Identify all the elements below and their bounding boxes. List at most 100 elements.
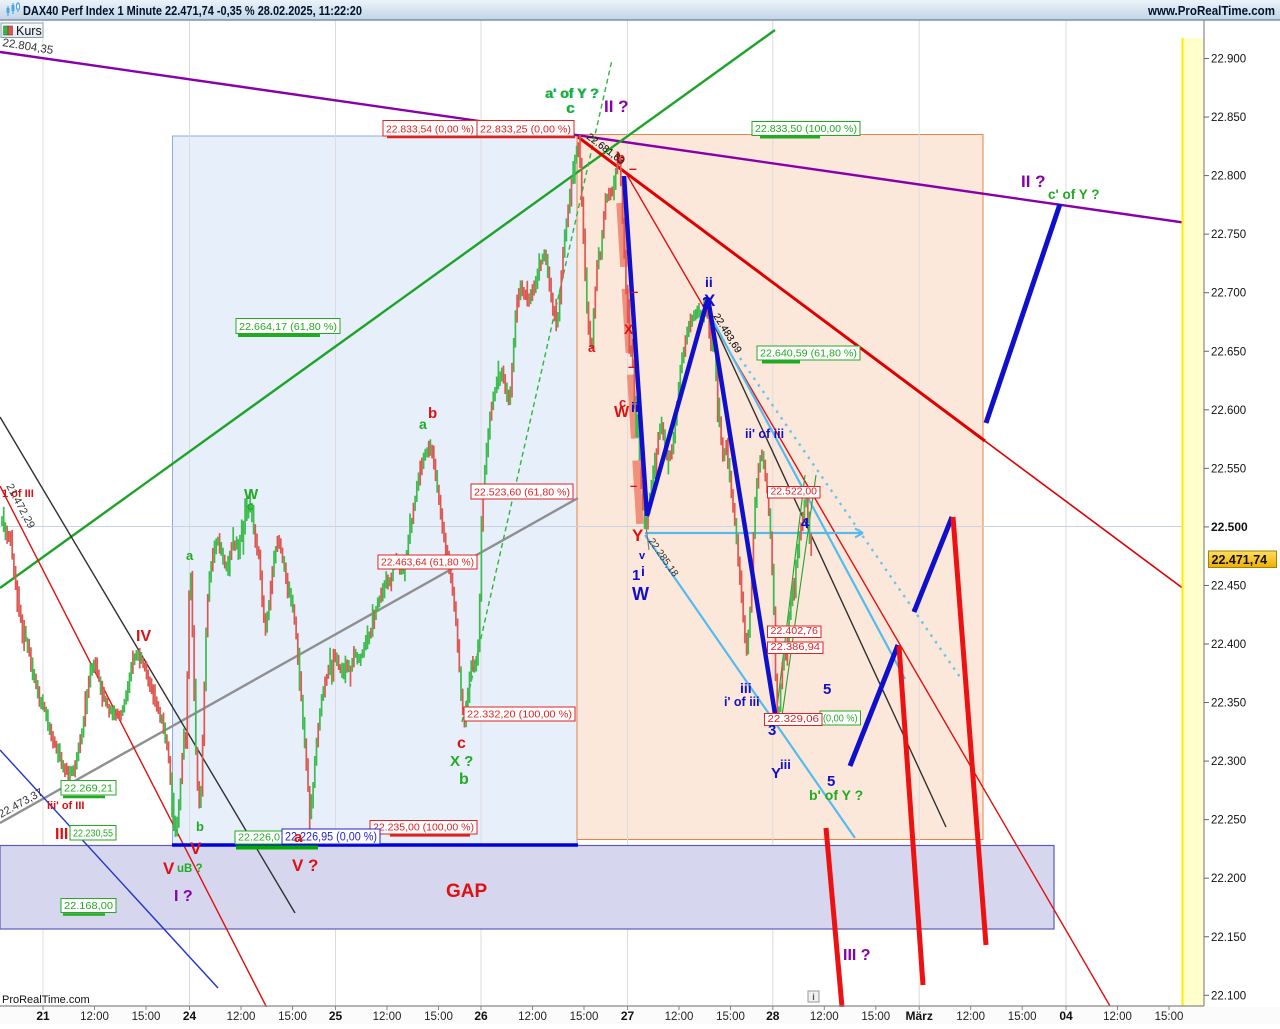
svg-text:22.200: 22.200 [1211, 873, 1246, 885]
svg-text:22.235,00 (100,00 %): 22.235,00 (100,00 %) [373, 822, 474, 834]
svg-text:W: W [632, 584, 649, 604]
svg-text:–: – [628, 359, 635, 374]
svg-text:12:00: 12:00 [518, 1011, 547, 1023]
svg-text:22.168,00: 22.168,00 [64, 900, 113, 912]
svg-text:15:00: 15:00 [278, 1011, 307, 1023]
svg-text:I ?: I ? [174, 888, 193, 905]
svg-text:1 of III: 1 of III [2, 488, 34, 500]
svg-text:a: a [588, 340, 596, 355]
svg-text:b' of Y ?: b' of Y ? [809, 787, 863, 803]
svg-text:22.523,60 (61,80 %): 22.523,60 (61,80 %) [474, 487, 570, 499]
svg-text:X: X [704, 291, 716, 310]
svg-text:22.463,64 (61,80 %): 22.463,64 (61,80 %) [381, 557, 474, 569]
svg-text:III: III [55, 826, 68, 843]
svg-text:V ?: V ? [292, 856, 318, 875]
svg-text:c' of Y ?: c' of Y ? [1048, 187, 1099, 202]
svg-text:4: 4 [801, 515, 810, 532]
svg-text:22.800: 22.800 [1211, 171, 1246, 183]
svg-text:b: b [428, 405, 437, 422]
svg-text:26: 26 [474, 1009, 488, 1023]
svg-text:Y: Y [771, 765, 781, 782]
svg-text:II ?: II ? [604, 97, 629, 116]
svg-text:22.650: 22.650 [1211, 346, 1246, 358]
svg-text:i: i [641, 563, 645, 579]
svg-text:–: – [629, 160, 637, 176]
svg-text:i' of iii: i' of iii [724, 695, 760, 709]
svg-text:22.150: 22.150 [1211, 932, 1246, 944]
svg-text:b: b [616, 150, 625, 167]
svg-text:2: 2 [702, 294, 710, 311]
svg-text:28: 28 [766, 1009, 780, 1023]
svg-text:b: b [196, 819, 204, 834]
svg-text:15:00: 15:00 [1155, 1011, 1184, 1023]
svg-text:22.402,76: 22.402,76 [771, 625, 819, 637]
svg-text:DAX40 Perf Index 1 Minute 22.4: DAX40 Perf Index 1 Minute 22.471,74 -0,3… [23, 3, 362, 18]
svg-text:22.269,21: 22.269,21 [64, 783, 113, 795]
svg-text:22.250: 22.250 [1211, 815, 1246, 827]
svg-text:a: a [294, 829, 303, 846]
svg-text:22.471,74: 22.471,74 [1212, 553, 1268, 567]
svg-text:21: 21 [36, 1009, 50, 1023]
svg-text:iii: iii [740, 680, 752, 696]
svg-text:W: W [614, 404, 630, 421]
svg-text:22.850: 22.850 [1211, 112, 1246, 124]
svg-text:22.833,54 (0,00 %): 22.833,54 (0,00 %) [386, 124, 474, 136]
svg-text:ii: ii [705, 274, 713, 290]
svg-text:IV: IV [136, 628, 151, 645]
svg-text:II ?: II ? [1021, 172, 1046, 191]
svg-text:a' of Y ?: a' of Y ? [546, 85, 599, 101]
svg-text:15:00: 15:00 [132, 1011, 161, 1023]
svg-text:22.100: 22.100 [1211, 990, 1246, 1002]
svg-text:12:00: 12:00 [810, 1011, 839, 1023]
svg-text:GAP: GAP [446, 881, 488, 902]
svg-text:c: c [247, 499, 254, 513]
svg-text:24: 24 [183, 1009, 197, 1023]
svg-text:22.350: 22.350 [1211, 698, 1246, 710]
svg-text:iii: iii [780, 757, 791, 772]
svg-text:5: 5 [823, 681, 831, 698]
svg-text:22.640,59 (61,80 %): 22.640,59 (61,80 %) [760, 348, 857, 360]
svg-text:22.400: 22.400 [1211, 639, 1246, 651]
svg-text:22.550: 22.550 [1211, 463, 1246, 475]
svg-text:27: 27 [621, 1009, 635, 1023]
svg-text:c: c [566, 100, 574, 117]
svg-text:Kurs: Kurs [16, 24, 42, 38]
svg-text:c: c [619, 395, 626, 410]
svg-text:12:00: 12:00 [956, 1011, 985, 1023]
svg-text:15:00: 15:00 [861, 1011, 890, 1023]
svg-text:X: X [624, 321, 634, 337]
svg-text:12:00: 12:00 [1103, 1011, 1132, 1023]
svg-text:12:00: 12:00 [227, 1011, 256, 1023]
svg-text:III ?: III ? [843, 947, 871, 964]
svg-text:i: i [812, 992, 815, 1002]
svg-text:22.522,00: 22.522,00 [771, 486, 818, 498]
svg-text:15:00: 15:00 [716, 1011, 745, 1023]
svg-text:25: 25 [329, 1009, 343, 1023]
svg-text:22.300: 22.300 [1211, 756, 1246, 768]
svg-text:15:00: 15:00 [424, 1011, 453, 1023]
svg-text:a' of Y ?: a' of Y ? [545, 85, 598, 101]
svg-text:a: a [186, 548, 194, 563]
svg-text:22.900: 22.900 [1211, 54, 1246, 66]
svg-text:Y: Y [632, 526, 644, 545]
svg-text:22.329,06: 22.329,06 [768, 713, 820, 725]
svg-text:1: 1 [632, 567, 640, 584]
svg-text:22.700: 22.700 [1211, 288, 1246, 300]
svg-text:15:00: 15:00 [570, 1011, 599, 1023]
svg-text:www.ProRealTime.com: www.ProRealTime.com [1147, 3, 1275, 18]
svg-text:uB ?: uB ? [177, 863, 203, 875]
svg-text:22.226,0: 22.226,0 [238, 832, 280, 844]
svg-text:04: 04 [1059, 1009, 1073, 1023]
svg-text:22.833,50 (100,00 %): 22.833,50 (100,00 %) [755, 123, 857, 135]
svg-text:12:00: 12:00 [80, 1011, 109, 1023]
svg-text:W: W [244, 486, 259, 503]
svg-text:22.833,25 (0,00 %): 22.833,25 (0,00 %) [480, 124, 571, 136]
svg-text:V: V [190, 839, 202, 858]
svg-text:ProRealTime.com: ProRealTime.com [2, 994, 90, 1006]
svg-text:ii' of iii: ii' of iii [745, 427, 784, 441]
svg-text:5: 5 [827, 773, 835, 790]
svg-text:b: b [459, 771, 469, 788]
svg-text:22.332,20 (100,00 %): 22.332,20 (100,00 %) [467, 709, 572, 721]
svg-text:–: – [630, 478, 637, 493]
svg-text:22.600: 22.600 [1211, 405, 1246, 417]
